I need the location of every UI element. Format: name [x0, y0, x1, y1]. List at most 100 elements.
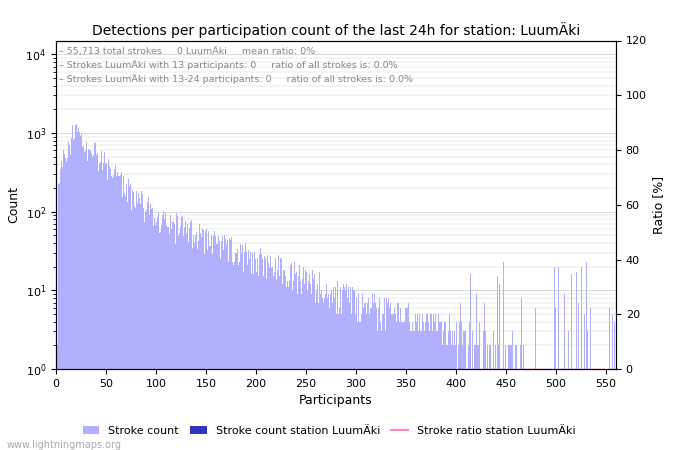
Bar	[81, 147, 83, 450]
Bar	[59, 183, 60, 450]
Bar	[314, 302, 316, 450]
Bar	[141, 194, 143, 450]
Bar	[431, 332, 433, 450]
Bar	[270, 268, 272, 450]
Bar	[444, 322, 445, 450]
Bar	[76, 132, 78, 450]
Bar	[174, 244, 176, 450]
Bar	[181, 216, 183, 450]
Bar	[510, 345, 512, 450]
Legend: Stroke count, Stroke count station LuumÄki, Stroke ratio station LuumÄki: Stroke count, Stroke count station LuumÄ…	[78, 421, 580, 440]
Bar	[312, 279, 314, 450]
Bar	[405, 308, 407, 450]
Bar	[220, 241, 221, 450]
Bar	[344, 290, 346, 450]
Bar	[598, 369, 599, 450]
Bar	[332, 287, 333, 450]
Bar	[116, 172, 118, 450]
Bar	[277, 255, 279, 450]
Bar	[155, 222, 157, 450]
Bar	[162, 211, 164, 450]
Bar	[505, 369, 507, 450]
Bar	[377, 308, 379, 450]
Bar	[137, 194, 139, 450]
Bar	[438, 322, 440, 450]
Bar	[293, 262, 295, 450]
Bar	[449, 332, 451, 450]
Bar	[178, 234, 179, 450]
Bar	[466, 369, 468, 450]
Bar	[74, 125, 76, 450]
Bar	[550, 369, 552, 450]
Bar	[396, 302, 398, 450]
Bar	[437, 332, 438, 450]
Bar	[207, 231, 209, 450]
Bar	[528, 369, 529, 450]
Bar	[533, 369, 535, 450]
Bar	[389, 302, 391, 450]
Bar	[522, 345, 524, 450]
Bar	[244, 243, 246, 450]
Bar	[73, 140, 74, 450]
Bar	[71, 125, 73, 450]
Bar	[242, 272, 244, 450]
Bar	[265, 279, 267, 450]
Bar	[297, 294, 298, 450]
Bar	[542, 369, 543, 450]
Bar	[288, 281, 290, 450]
Bar	[445, 345, 447, 450]
Bar	[407, 302, 409, 450]
Bar	[342, 284, 344, 450]
Bar	[237, 265, 239, 450]
Bar	[188, 228, 190, 450]
Bar	[165, 225, 167, 450]
Bar	[521, 298, 522, 450]
Bar	[267, 263, 269, 450]
Bar	[241, 245, 242, 450]
Bar	[489, 345, 491, 450]
Bar	[423, 322, 424, 450]
Bar	[412, 332, 414, 450]
Bar	[417, 332, 419, 450]
Bar	[375, 308, 377, 450]
Bar	[361, 294, 363, 450]
Stroke ratio station LuumÄki	[57, 366, 65, 372]
Bar	[211, 254, 213, 450]
Bar	[503, 369, 505, 450]
Bar	[353, 290, 354, 450]
Bar	[318, 272, 319, 450]
Bar	[424, 322, 426, 450]
Bar	[248, 259, 249, 450]
Bar	[463, 332, 465, 450]
Bar	[274, 258, 276, 450]
Bar	[589, 308, 591, 450]
Bar	[594, 369, 596, 450]
Bar	[235, 253, 237, 450]
Bar	[549, 369, 550, 450]
Bar	[575, 272, 577, 450]
Bar	[351, 287, 353, 450]
Bar	[561, 369, 563, 450]
Bar	[591, 369, 592, 450]
Bar	[281, 284, 283, 450]
Bar	[526, 369, 528, 450]
Bar	[146, 202, 148, 450]
Bar	[335, 314, 337, 450]
Bar	[95, 155, 97, 450]
Bar	[570, 274, 571, 450]
Bar	[612, 369, 613, 450]
Bar	[62, 150, 64, 450]
Bar	[337, 314, 339, 450]
Bar	[592, 369, 594, 450]
Bar	[272, 276, 274, 450]
Bar	[78, 132, 80, 450]
Bar	[150, 209, 151, 450]
Bar	[582, 369, 584, 450]
Bar	[200, 237, 202, 450]
Bar	[381, 332, 382, 450]
Bar	[577, 369, 578, 450]
Bar	[176, 216, 178, 450]
Bar	[260, 254, 262, 450]
Bar	[97, 171, 99, 450]
Bar	[501, 369, 503, 450]
